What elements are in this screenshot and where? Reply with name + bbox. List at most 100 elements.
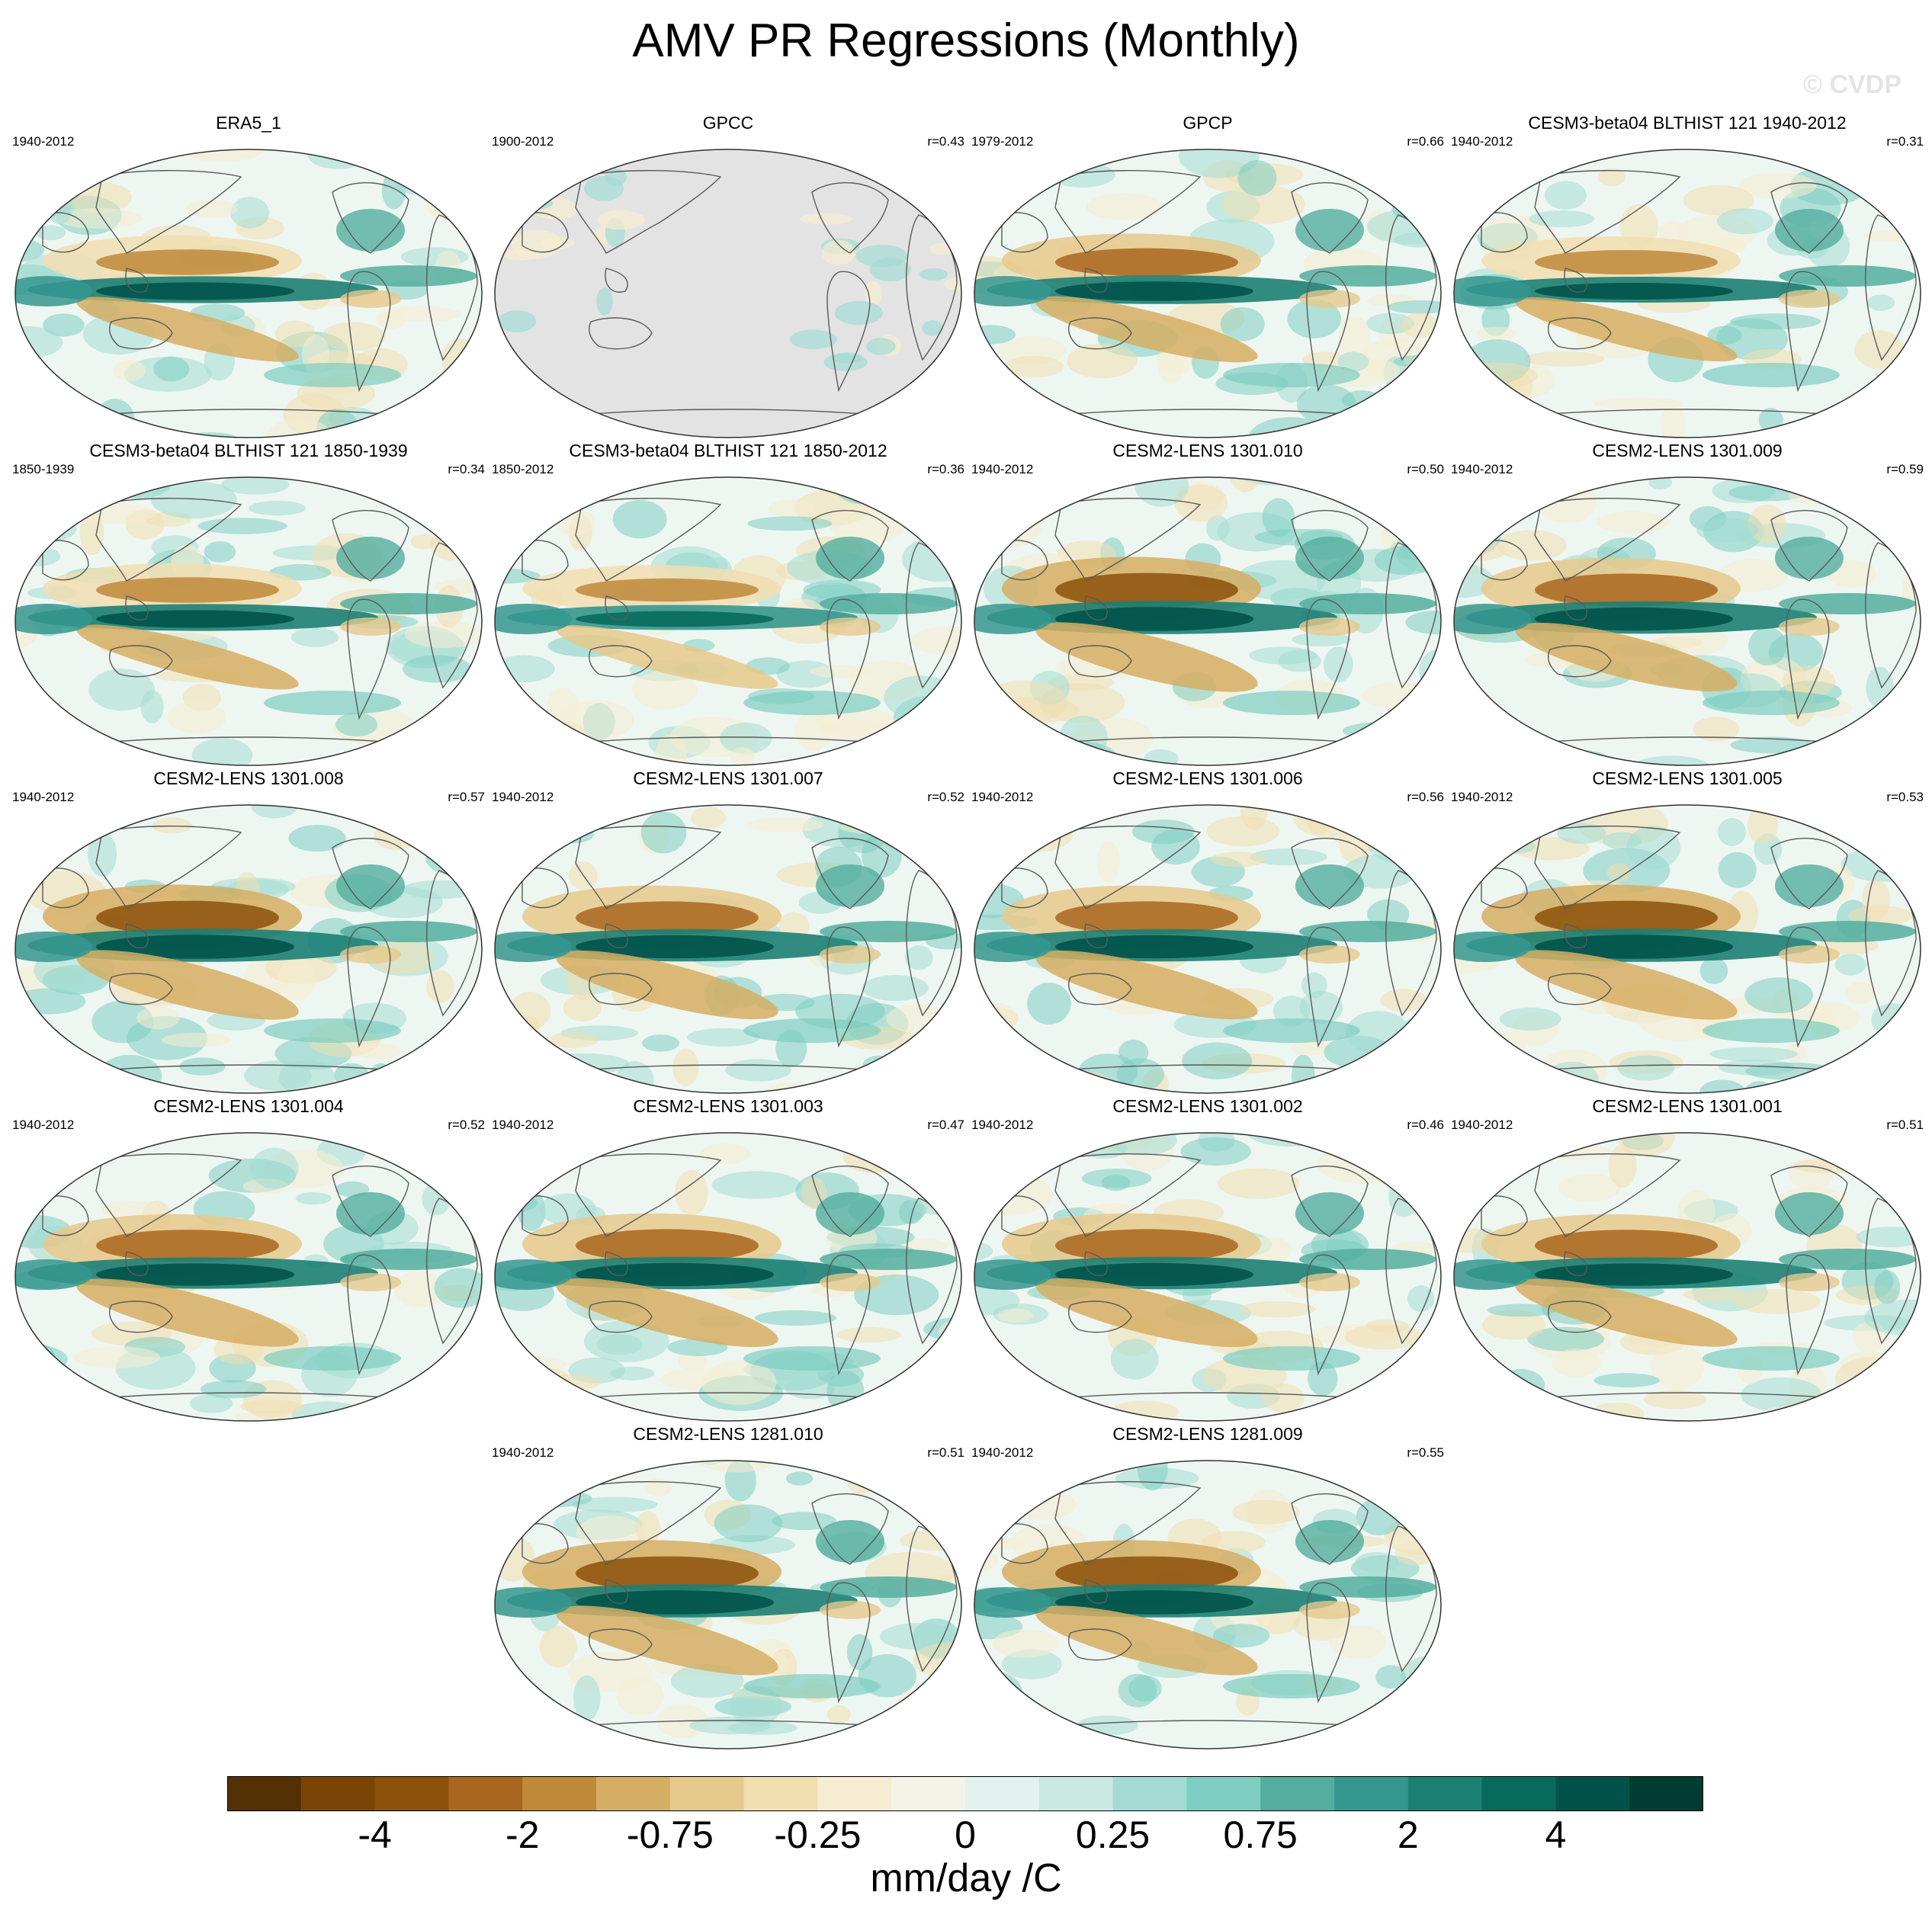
pattern-blob	[15, 807, 58, 842]
map-panel: CESM2-LENS 1281.009 1940-2012 r=0.55	[971, 1424, 1444, 1752]
pattern-blob	[495, 1133, 531, 1147]
pattern-blob	[562, 1082, 609, 1093]
colorbar-swatch	[227, 1776, 302, 1811]
pattern-blob	[1404, 819, 1441, 836]
panel-years: 1979-2012	[971, 134, 1034, 149]
pattern-blob	[161, 1032, 232, 1047]
pattern-blob	[974, 1133, 1028, 1163]
map-border	[14, 476, 483, 766]
coastline-4	[589, 1628, 653, 1661]
pattern-blob	[1475, 1085, 1529, 1093]
pattern-blob	[836, 1326, 902, 1343]
coastline-1	[1291, 838, 1369, 909]
map-panel: CESM2-LENS 1281.010 1940-2012 r=0.51	[492, 1424, 964, 1752]
coastline-6	[1001, 867, 1048, 909]
panel-title: CESM2-LENS 1301.009	[1592, 441, 1783, 460]
pattern-blob	[810, 665, 873, 678]
panel-title: CESM2-LENS 1301.005	[1592, 768, 1783, 788]
pattern-blob	[1529, 1079, 1615, 1093]
coastline-6	[42, 1195, 89, 1236]
precip-regression-map	[14, 149, 483, 438]
pattern-blob	[974, 1393, 1036, 1421]
north-atlantic-wet	[1295, 864, 1364, 907]
pattern-blob	[1744, 977, 1814, 1014]
pattern-blob	[974, 863, 1009, 880]
colorbar-swatch	[1260, 1776, 1335, 1811]
figure-title: AMV PR Regressions (Monthly)	[632, 14, 1300, 67]
precip-regression-map	[494, 476, 962, 766]
pattern-blob	[1337, 351, 1369, 372]
pattern-blob	[1317, 1144, 1405, 1184]
indian-ocean-wet	[974, 932, 1051, 962]
colorbar-swatch	[448, 1776, 523, 1811]
coastline-6	[42, 540, 89, 581]
map-border	[974, 476, 1442, 766]
pattern-blob	[422, 1182, 451, 1216]
pattern-blob	[1733, 1289, 1821, 1314]
panel-years: 1940-2012	[12, 790, 75, 804]
coastline-5	[605, 923, 628, 948]
pattern-blob	[554, 1133, 621, 1143]
pattern-blob	[200, 1380, 267, 1399]
coastline-1	[1291, 182, 1369, 254]
colorbar-swatch	[596, 1776, 671, 1811]
pattern-blob	[1458, 362, 1538, 389]
equatorial-atlantic-dry	[340, 617, 401, 636]
pattern-blob	[1834, 954, 1866, 976]
coastline-0	[95, 498, 242, 582]
pattern-blob	[1096, 841, 1121, 883]
coastline-6	[42, 867, 89, 909]
pattern-blob	[1789, 487, 1829, 505]
pattern-blob	[1454, 540, 1507, 561]
pattern-blob	[727, 1721, 798, 1735]
north-atlantic-wet	[336, 864, 405, 907]
coastline-5	[1564, 595, 1587, 621]
indian-ocean-wet	[974, 1587, 1051, 1618]
pattern-blob	[654, 733, 688, 765]
north-atlantic-wet	[816, 1192, 884, 1235]
pattern-blob	[1308, 1361, 1338, 1397]
atlantic-itcz	[1299, 265, 1436, 287]
coastline-6	[522, 867, 569, 909]
panel-correlation: r=0.51	[927, 1445, 964, 1460]
equatorial-atlantic-dry	[820, 617, 881, 636]
pattern-blob	[1845, 981, 1876, 1005]
pattern-blob	[557, 1461, 640, 1480]
coastline-1	[811, 838, 889, 909]
south-pacific-dry-band	[556, 625, 778, 689]
pattern-blob	[1250, 848, 1327, 866]
coastline-0	[575, 1153, 722, 1237]
pattern-blob	[1707, 326, 1742, 345]
pattern-blob	[1362, 681, 1439, 710]
colorbar-swatch	[965, 1776, 1040, 1811]
southern-ocean-wet	[264, 1018, 401, 1043]
pattern-blob	[1658, 220, 1688, 244]
panel-title: CESM3-beta04 BLTHIST 121 1850-2012	[569, 441, 887, 460]
pattern-blob	[1220, 307, 1265, 342]
atlantic-itcz	[820, 1576, 957, 1598]
pattern-blob	[336, 1133, 422, 1145]
coastline-5	[605, 268, 628, 293]
map-panel: CESM2-LENS 1301.002 1940-2012 r=0.46	[971, 1096, 1444, 1424]
pattern-blob	[410, 534, 436, 550]
pattern-blob	[1395, 708, 1441, 746]
pattern-blob	[1497, 530, 1567, 561]
pattern-blob	[675, 1169, 708, 1216]
pattern-blob	[1497, 755, 1587, 765]
colorbar-swatch	[522, 1776, 597, 1811]
pattern-blob	[20, 1073, 101, 1093]
colorbar-swatch	[1629, 1776, 1703, 1811]
north-pacific-dry-core	[96, 1230, 279, 1262]
pattern-blob	[393, 1271, 446, 1308]
panel-title: CESM2-LENS 1301.010	[1112, 441, 1303, 460]
pattern-blob	[1144, 749, 1179, 765]
pattern-blob	[1873, 192, 1921, 206]
pattern-blob	[1644, 1390, 1707, 1409]
southern-ocean-wet	[1703, 363, 1840, 387]
pattern-blob	[730, 747, 755, 765]
pattern-blob	[1491, 839, 1536, 855]
coastline-0	[95, 170, 242, 254]
north-atlantic-wet	[816, 537, 884, 579]
pattern-blob	[729, 1685, 782, 1727]
precip-regression-map	[1453, 149, 1921, 438]
